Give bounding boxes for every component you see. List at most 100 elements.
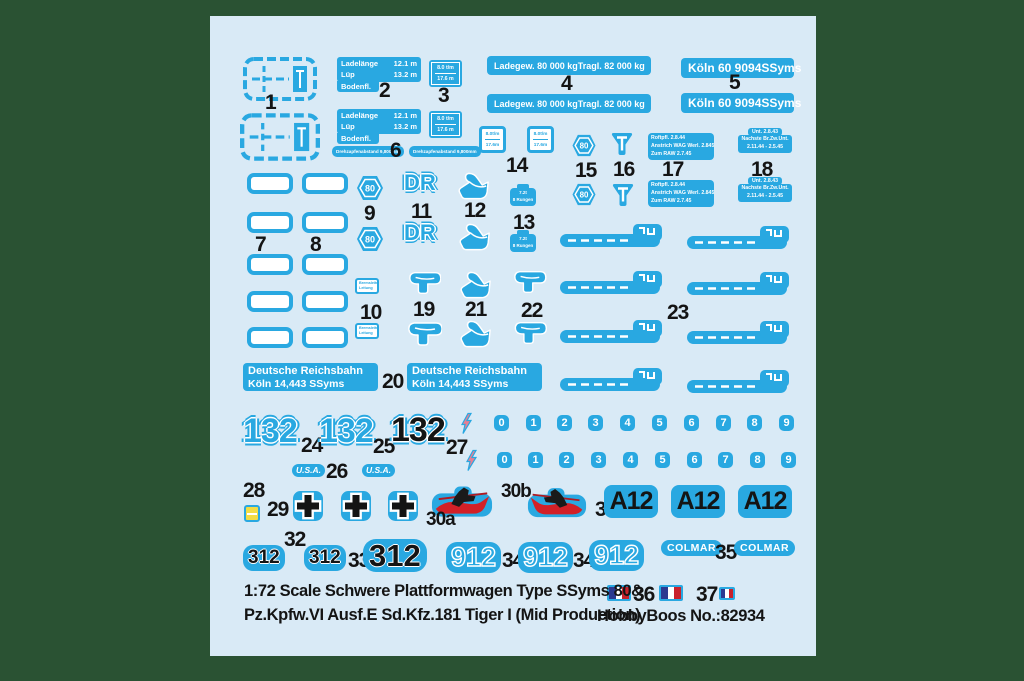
inspection-dates-decal: Unt. 2.8.43 Nachste Br.Zw.Unt. 2.11.44 - … bbox=[735, 177, 795, 202]
item-number: 15 bbox=[575, 159, 597, 182]
line: Anstrich WAG Werl. 2.845 bbox=[651, 189, 714, 196]
item-number: 27 bbox=[446, 436, 468, 459]
number-312-decal: 312 bbox=[243, 545, 285, 571]
lightning-bolt-icon bbox=[466, 449, 478, 471]
line: Köln 14,443 SSyms bbox=[412, 377, 509, 390]
number-312-decal: 312 bbox=[363, 539, 427, 572]
reichsbahn-strip-decal: Deutsche Reichsbahn Köln 14,443 SSyms bbox=[407, 363, 542, 391]
dr-lettering-decal: DR bbox=[404, 220, 436, 245]
number-132-decal: 132 bbox=[319, 412, 374, 450]
label: Lüp bbox=[341, 121, 355, 131]
sheet-title-line2: Pz.Kpfw.VI Ausf.E Sd.Kfz.181 Tiger I (Mi… bbox=[244, 606, 641, 624]
duck-symbol-icon bbox=[458, 172, 489, 200]
french-flag-icon bbox=[719, 587, 735, 600]
wagon-side-profile-icon bbox=[560, 320, 662, 343]
hexagon-80-icon: 80 bbox=[572, 134, 596, 157]
item-number: 26 bbox=[326, 460, 348, 483]
value: Köln 60 9094SSyms bbox=[688, 96, 802, 110]
value: Drehzapfenabstand 9,800mm bbox=[336, 149, 400, 154]
a12-plate-decal: A12 bbox=[604, 485, 658, 518]
hook-symbol-icon bbox=[409, 272, 441, 294]
wagon-side-profile-icon bbox=[687, 321, 789, 344]
pipe-label-decal: BremsleitungLeitung bbox=[355, 323, 379, 339]
item-number: 16 bbox=[613, 158, 635, 181]
koeln-strip-decal: Köln 60 9094SSyms bbox=[681, 93, 801, 113]
hexagon-80-icon: 80 bbox=[572, 183, 596, 206]
digit-token: 3 bbox=[591, 452, 606, 468]
lines: Nachste Br.Zw.Unt. 2.11.44 - 2.5.45 bbox=[738, 135, 792, 153]
value: 17.6m bbox=[485, 142, 500, 148]
pivot-distance-strip-decal: Drehzapfenabstand 9,800mm bbox=[332, 146, 404, 157]
dr-lettering-decal: DR bbox=[404, 170, 436, 195]
reichsbahn-strip-decal: Deutsche Reichsbahn Köln 14,443 SSyms bbox=[243, 363, 378, 391]
item-number: 17 bbox=[662, 158, 684, 181]
digit-token: 9 bbox=[779, 415, 794, 431]
item-number: 12 bbox=[464, 199, 486, 222]
wagon-side-profile-icon bbox=[687, 226, 789, 249]
svg-text:80: 80 bbox=[365, 235, 375, 245]
usa-marking-decal: U.S.A. bbox=[292, 464, 326, 477]
blank-plate-decal bbox=[302, 212, 348, 233]
stake-weight-icon: 7.2t 8 Rungen bbox=[510, 230, 536, 252]
line: Köln 14,443 SSyms bbox=[248, 377, 345, 390]
digit-token: 7 bbox=[718, 452, 733, 468]
label: Ladelänge bbox=[341, 59, 379, 68]
duck-symbol-icon bbox=[460, 271, 491, 299]
number-912-decal: 912 bbox=[518, 541, 574, 573]
item-number: 7 bbox=[255, 233, 267, 256]
value: 17.6 m bbox=[437, 127, 454, 133]
item-number: 36 bbox=[633, 583, 655, 606]
blank-plate-decal bbox=[247, 327, 293, 348]
hexagon-80-icon: 80 bbox=[357, 176, 383, 200]
value: 12.1 m bbox=[393, 59, 417, 68]
load-table-box-decal: 8.0t/m 17.6m bbox=[479, 126, 506, 153]
wagon-side-profile-icon bbox=[687, 272, 789, 295]
item-number: 25 bbox=[373, 435, 395, 458]
item-number: 30a bbox=[426, 509, 456, 530]
hook-symbol-icon bbox=[514, 322, 547, 344]
number-312-decal: 312 bbox=[304, 545, 346, 571]
charging-knight-emblem-icon bbox=[527, 488, 587, 518]
value: 17.6 m bbox=[437, 76, 454, 82]
value: Ladegew. 80 000 kg bbox=[494, 98, 578, 109]
balkenkreuz-icon bbox=[388, 491, 418, 521]
line: 2.11.44 - 2.5.45 bbox=[746, 143, 784, 150]
colmar-strip-decal: COLMAR bbox=[661, 540, 723, 556]
label: Lüp bbox=[341, 69, 355, 79]
usa-marking-decal: U.S.A. bbox=[362, 464, 396, 477]
sheet-title-line1: 1:72 Scale Schwere Plattformwagen Type S… bbox=[244, 582, 643, 600]
item-number: 28 bbox=[243, 479, 265, 502]
revision-dates-decal: Roftpfl. 2.8.44 Anstrich WAG Werl. 2.845… bbox=[648, 180, 714, 208]
line: Bremsleitung bbox=[359, 326, 379, 330]
hook-symbol-icon bbox=[408, 322, 442, 346]
wagon-side-profile-icon bbox=[687, 370, 789, 393]
digit-token: 5 bbox=[655, 452, 670, 468]
revision-dates-decal: Roftpfl. 2.8.44 Anstrich WAG Werl. 2.845… bbox=[648, 133, 714, 161]
item-number: 6 bbox=[390, 139, 402, 162]
value: 8.0 t/m bbox=[437, 65, 454, 71]
digit-token: 0 bbox=[497, 452, 512, 468]
item-number: 23 bbox=[667, 301, 689, 324]
item-number: 30b bbox=[501, 481, 532, 502]
weight-strip-decal: Ladegew. 80 000 kg Tragl. 82 000 kg bbox=[487, 94, 651, 113]
line: Leitung bbox=[359, 286, 373, 291]
duck-symbol-icon bbox=[459, 223, 490, 251]
line: Zum RAW 2.7.45 bbox=[651, 150, 692, 157]
colmar-strip-decal: COLMAR bbox=[734, 540, 796, 556]
digit-token: 5 bbox=[652, 415, 667, 431]
line: Zum RAW 2.7.45 bbox=[651, 197, 692, 204]
value: Tragl. 82 000 kg bbox=[577, 60, 645, 71]
value: Drehzapfenabstand 9,800mm bbox=[413, 149, 477, 154]
balkenkreuz-icon bbox=[293, 491, 323, 521]
item-number: 9 bbox=[364, 202, 376, 225]
blank-plate-decal bbox=[247, 212, 293, 233]
wagon-side-profile-icon bbox=[560, 224, 662, 247]
digit-token: 7 bbox=[716, 415, 731, 431]
svg-text:80: 80 bbox=[580, 142, 589, 151]
digit-token: 4 bbox=[620, 415, 635, 431]
line: Roftpfl. 2.8.44 bbox=[651, 182, 686, 188]
digit-token: 9 bbox=[781, 452, 796, 468]
value: 7.2t bbox=[519, 190, 527, 195]
decal-sheet: 1 Ladelänge 12.1 m Lüp 13.2 m Bodenfl. 2 L… bbox=[210, 16, 816, 656]
blank-plate-decal bbox=[302, 173, 348, 194]
